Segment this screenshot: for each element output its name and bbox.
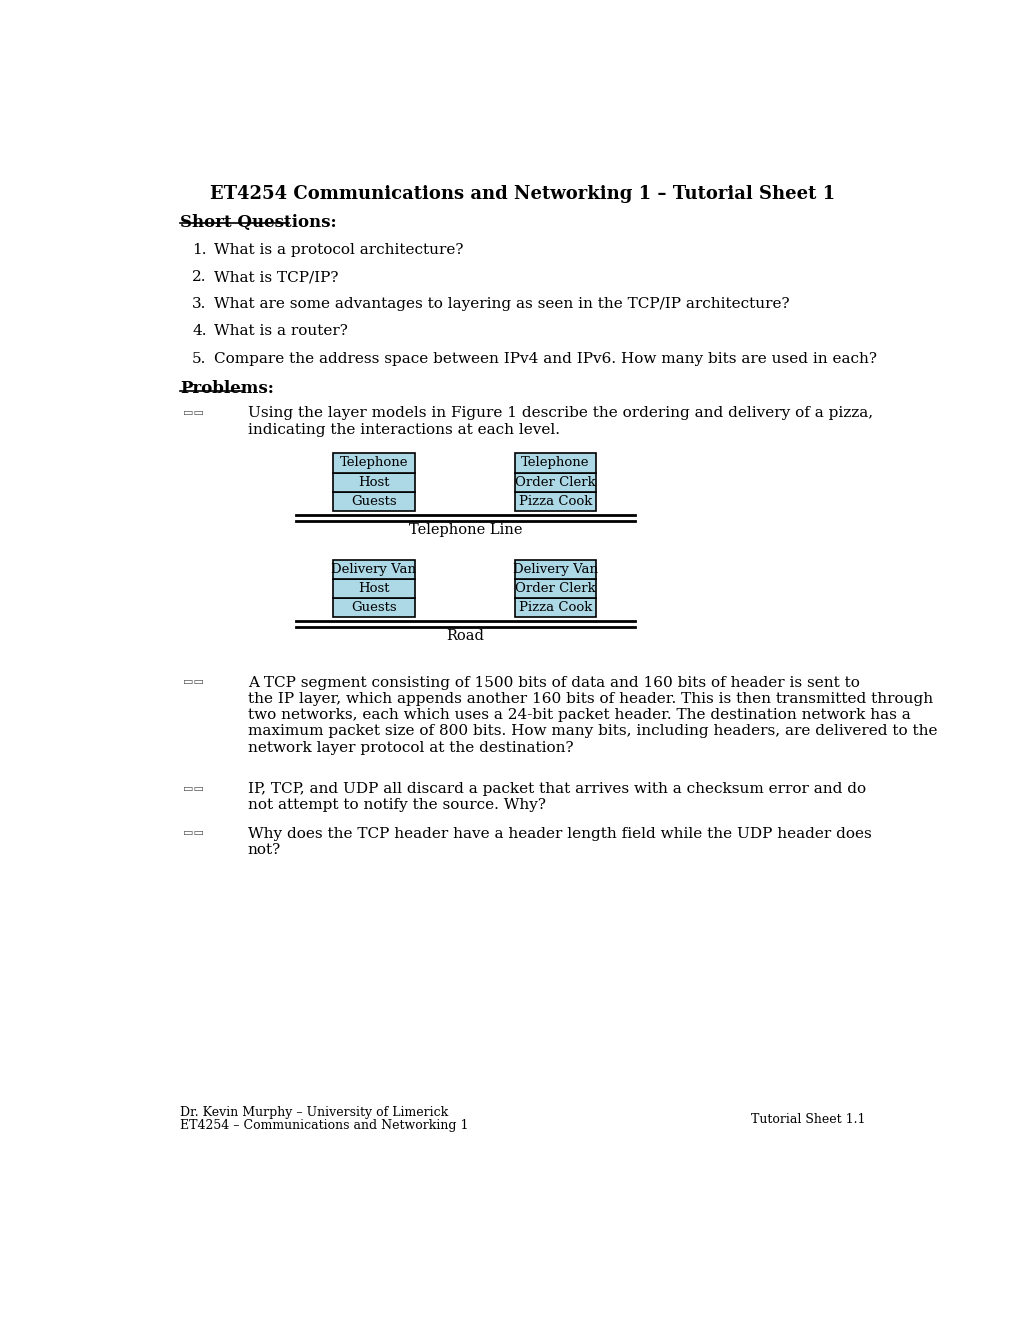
Bar (515, 492, 595, 511)
Text: Pizza Cook: Pizza Cook (518, 601, 591, 614)
Text: 5.: 5. (192, 352, 206, 367)
Text: Order Clerk: Order Clerk (515, 475, 595, 488)
Bar (515, 598, 595, 618)
Text: Order Clerk: Order Clerk (515, 582, 595, 595)
Text: Pizza Cook: Pizza Cook (518, 495, 591, 508)
Text: 4.: 4. (192, 323, 206, 338)
Bar (333, 473, 415, 492)
Text: Using the layer models in Figure 1 describe the ordering and delivery of a pizza: Using the layer models in Figure 1 descr… (248, 407, 872, 437)
Text: What is TCP/IP?: What is TCP/IP? (214, 271, 338, 284)
Text: What is a protocol architecture?: What is a protocol architecture? (214, 243, 464, 257)
Text: Problems:: Problems: (180, 380, 274, 397)
Text: Why does the TCP header have a header length field while the UDP header does
not: Why does the TCP header have a header le… (248, 826, 870, 857)
Text: ▭▭: ▭▭ (183, 829, 204, 838)
Text: Telephone Line: Telephone Line (409, 523, 522, 537)
Text: Host: Host (358, 582, 389, 595)
Text: Short Questions:: Short Questions: (180, 214, 336, 231)
Text: What are some advantages to layering as seen in the TCP/IP architecture?: What are some advantages to layering as … (214, 297, 789, 312)
Text: Guests: Guests (351, 495, 396, 508)
Bar (333, 492, 415, 511)
Text: Guests: Guests (351, 601, 396, 614)
Text: Dr. Kevin Murphy – University of Limerick: Dr. Kevin Murphy – University of Limeric… (180, 1106, 448, 1119)
Bar (333, 453, 415, 473)
Text: A TCP segment consisting of 1500 bits of data and 160 bits of header is sent to
: A TCP segment consisting of 1500 bits of… (248, 676, 936, 755)
Text: ▭▭: ▭▭ (183, 677, 204, 688)
Bar (515, 560, 595, 579)
Text: ▭▭: ▭▭ (183, 784, 204, 793)
Bar (515, 473, 595, 492)
Text: Delivery Van: Delivery Van (331, 562, 416, 576)
Text: Road: Road (446, 628, 484, 643)
Bar (333, 598, 415, 618)
Text: 2.: 2. (192, 271, 206, 284)
Text: ET4254 Communications and Networking 1 – Tutorial Sheet 1: ET4254 Communications and Networking 1 –… (210, 185, 835, 203)
Text: Host: Host (358, 475, 389, 488)
Text: Tutorial Sheet 1.1: Tutorial Sheet 1.1 (750, 1113, 864, 1126)
Bar (333, 579, 415, 598)
Text: Delivery Van: Delivery Van (513, 562, 597, 576)
Text: Telephone: Telephone (339, 457, 408, 470)
Text: IP, TCP, and UDP all discard a packet that arrives with a checksum error and do
: IP, TCP, and UDP all discard a packet th… (248, 781, 865, 812)
Text: Compare the address space between IPv4 and IPv6. How many bits are used in each?: Compare the address space between IPv4 a… (214, 352, 876, 367)
Text: ▭▭: ▭▭ (183, 408, 204, 418)
Bar (515, 453, 595, 473)
Bar (333, 560, 415, 579)
Bar (515, 579, 595, 598)
Text: 3.: 3. (192, 297, 206, 312)
Text: 1.: 1. (192, 243, 206, 257)
Text: What is a router?: What is a router? (214, 323, 347, 338)
Text: ET4254 – Communications and Networking 1: ET4254 – Communications and Networking 1 (180, 1118, 469, 1131)
Text: Telephone: Telephone (521, 457, 589, 470)
